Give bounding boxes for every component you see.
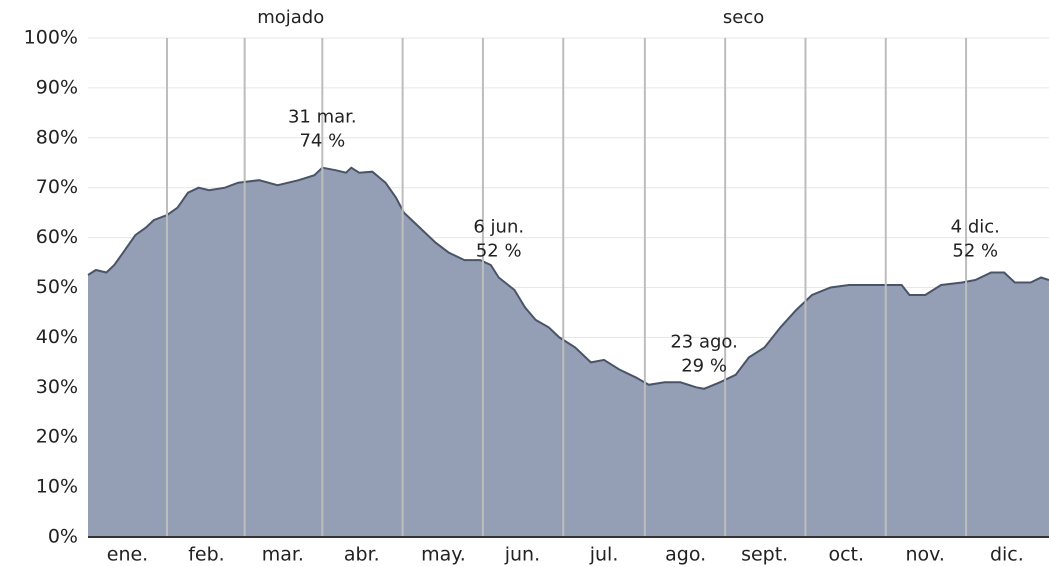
x-tick-label: dic.: [990, 544, 1024, 566]
annotation-date: 6 jun.: [473, 217, 524, 238]
y-tick-label: 30%: [36, 376, 78, 398]
y-tick-label: 90%: [36, 76, 78, 98]
annotation-value: 52 %: [952, 241, 998, 262]
x-tick-label: sept.: [741, 544, 788, 566]
annotation-value: 29 %: [681, 355, 727, 376]
y-tick-label: 70%: [36, 176, 78, 198]
x-tick-label: ago.: [665, 544, 706, 566]
annotation-date: 31 mar.: [288, 107, 357, 128]
area: [88, 167, 1049, 537]
x-tick-label: oct.: [828, 544, 864, 566]
annotation-value: 74 %: [299, 131, 345, 152]
annotation-date: 23 ago.: [670, 331, 738, 352]
season-label: seco: [723, 7, 764, 28]
annotation-value: 52 %: [476, 241, 522, 262]
x-tick-label: may.: [421, 544, 466, 566]
x-tick-label: nov.: [906, 544, 945, 566]
y-tick-label: 60%: [36, 226, 78, 248]
x-tick-label: abr.: [344, 544, 380, 566]
x-tick-label: mar.: [262, 544, 304, 566]
x-tick-label: jun.: [504, 544, 540, 566]
y-tick-label: 80%: [36, 126, 78, 148]
y-tick-label: 10%: [36, 476, 78, 498]
y-tick-label: 50%: [36, 276, 78, 298]
y-tick-label: 20%: [36, 426, 78, 448]
x-tick-label: feb.: [188, 544, 224, 566]
x-tick-label: jul.: [589, 544, 619, 566]
x-tick-label: ene.: [107, 544, 148, 566]
y-tick-label: 40%: [36, 326, 78, 348]
season-label: mojado: [257, 7, 324, 28]
annotation-date: 4 dic.: [951, 217, 1000, 238]
y-tick-label: 100%: [24, 27, 78, 49]
y-tick-label: 0%: [48, 526, 78, 548]
